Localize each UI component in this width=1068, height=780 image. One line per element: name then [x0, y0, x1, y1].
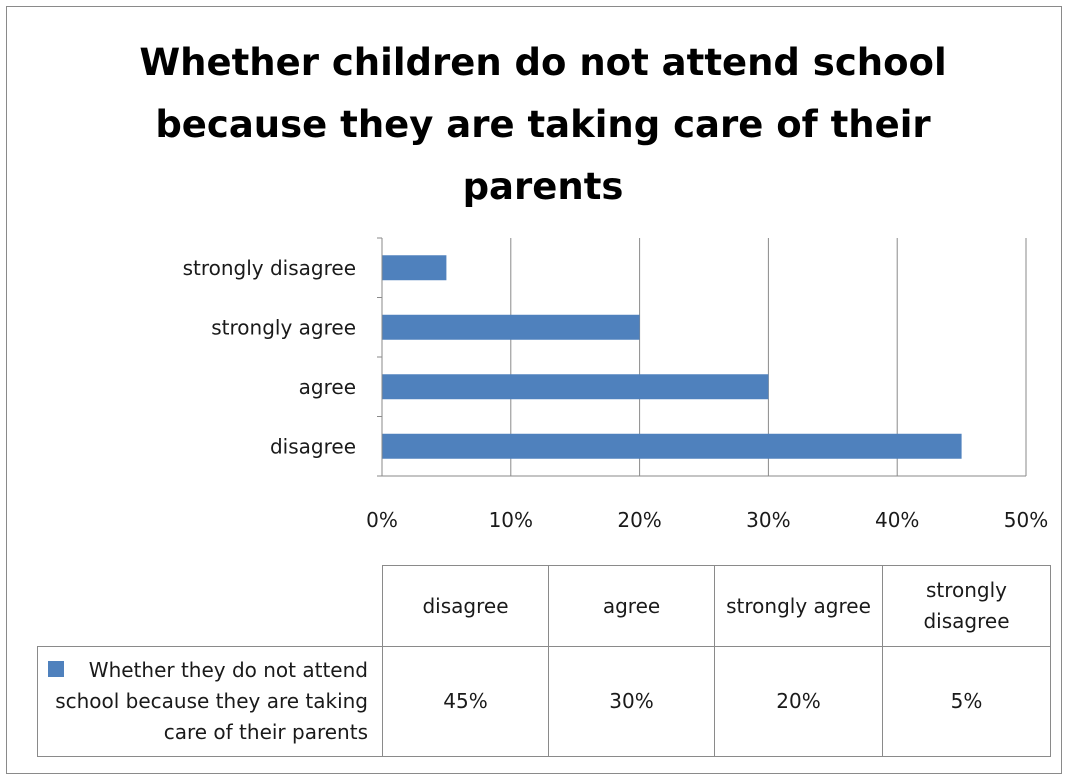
x-tick-label: 20%: [617, 508, 661, 532]
bar: [382, 374, 769, 400]
table-header-cell: disagree: [382, 565, 549, 647]
table-value-cell: 45%: [382, 646, 549, 757]
bar: [382, 255, 447, 281]
x-tick-label: 10%: [489, 508, 533, 532]
legend-series-name: Whether they do not attend school becaus…: [55, 658, 368, 744]
table-value-cell: 20%: [714, 646, 883, 757]
bar: [382, 314, 640, 340]
legend-series-cell: Whether they do not attend school becaus…: [37, 646, 383, 757]
table-header-cell: strongly agree: [714, 565, 883, 647]
table-header-cell: strongly disagree: [882, 565, 1051, 647]
x-tick-labels: 0% 10% 20% 30% 40% 50%: [366, 508, 1048, 532]
x-tick-label: 50%: [1004, 508, 1048, 532]
x-tick-label: 30%: [746, 508, 790, 532]
category-label: agree: [299, 375, 356, 399]
category-label: disagree: [270, 434, 356, 458]
x-tick-label: 0%: [366, 508, 398, 532]
data-table: disagree agree strongly agree strongly d…: [37, 565, 1051, 757]
table-header-row: disagree agree strongly agree strongly d…: [37, 565, 1051, 647]
category-labels: disagree agree strongly agree strongly disa…: [183, 256, 356, 459]
table-value-cell: 5%: [882, 646, 1051, 757]
category-label: strongly disagree: [183, 256, 356, 280]
x-tick-label: 40%: [875, 508, 919, 532]
table-header-cell: agree: [548, 565, 715, 647]
table-corner-cell: [37, 565, 383, 647]
chart-title: Whether children do not attend school be…: [139, 41, 947, 208]
category-label: strongly agree: [211, 315, 356, 339]
bar: [382, 433, 962, 459]
table-value-cell: 30%: [548, 646, 715, 757]
bars: [382, 255, 962, 459]
axes: [377, 237, 1026, 477]
legend-key-swatch: [48, 661, 64, 677]
table-row: Whether they do not attend school becaus…: [37, 646, 1051, 757]
